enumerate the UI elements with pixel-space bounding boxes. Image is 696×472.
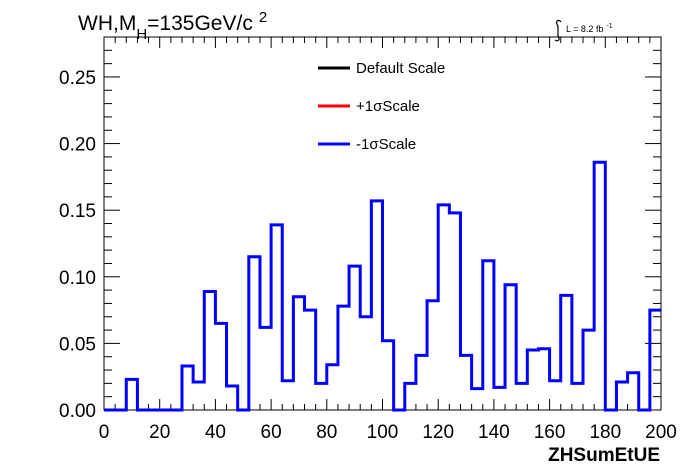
y-tick-label: 0.15 [59,201,96,222]
series-line-minus-1sigma [104,160,661,412]
x-tick-label: 160 [534,422,566,443]
legend-label: Default Scale [356,60,445,77]
luminosity-label: L = 8.2 fb -1 [554,19,613,42]
legend-label: -1σScale [356,136,416,153]
y-tick-label: 0.05 [59,334,96,355]
y-tick-label: 0.10 [59,268,96,289]
x-tick-label: 20 [149,422,170,443]
x-tick-label: 140 [478,422,510,443]
axes: 0 20 40 60 80 100 120 140 160 180 200 0.00 0.05 0.10 0… [59,36,677,443]
luminosity-text: L = 8.2 fb -1 [566,23,613,34]
chart-title: WH,MH=135GeV/c 2 [78,9,267,43]
x-tick-label: 40 [205,422,226,443]
chart-title-main: WH,M [78,12,136,35]
chart-title-superscript: 2 [259,9,267,26]
legend-label: +1σScale [356,98,420,115]
luminosity-value: L = 8.2 fb [566,24,603,34]
x-tick-label: 120 [422,422,454,443]
y-tick-label: 0.25 [59,68,96,89]
chart-title-subscript: H [136,26,147,43]
legend: Default Scale +1σScale -1σScale [318,60,445,153]
luminosity-superscript: -1 [606,23,612,30]
y-tick-label: 0.20 [59,135,96,156]
series-layer [104,160,661,412]
x-tick-label: 60 [261,422,282,443]
x-tick-label: 100 [367,422,399,443]
x-tick-label: 200 [645,422,677,443]
y-tick-label: 0.00 [59,401,96,422]
x-axis-label: ZHSumEtUE [548,445,660,466]
integral-sign-icon [554,19,562,42]
chart-title-rest: =135GeV/c [147,12,253,35]
x-tick-label: 80 [316,422,337,443]
x-tick-label: 0 [99,422,110,443]
x-tick-label: 180 [589,422,621,443]
